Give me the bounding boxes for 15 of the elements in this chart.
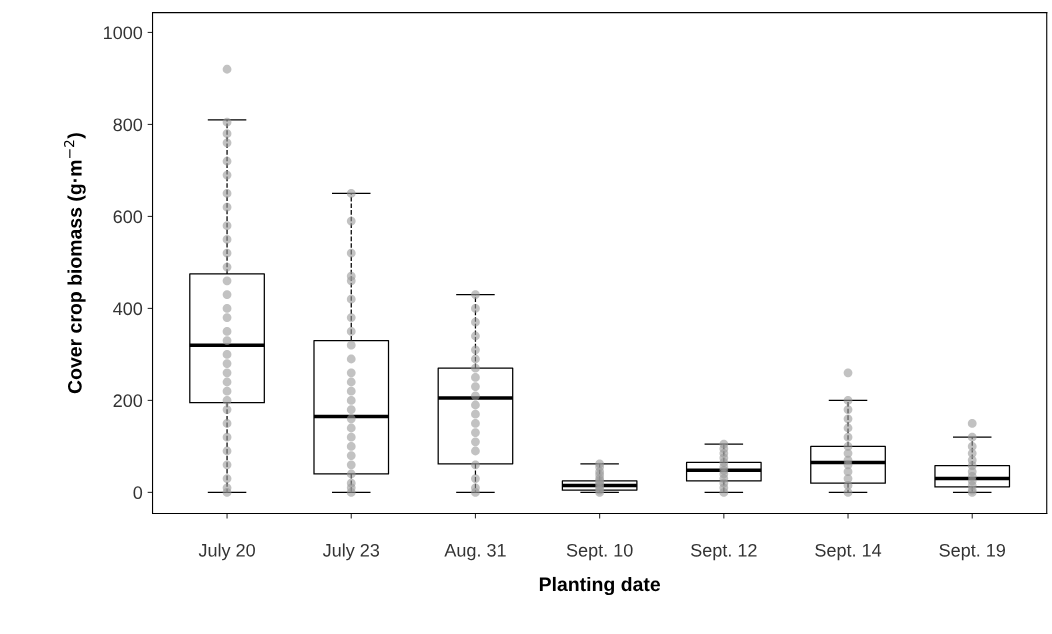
x-tick-label: Sept. 10 <box>566 543 633 561</box>
y-tick-label: 200 <box>113 394 143 408</box>
y-tick-label: 1000 <box>104 26 143 40</box>
x-tick-label: Sept. 19 <box>939 543 1005 561</box>
x-tick-label: Aug. 31 <box>444 543 506 561</box>
x-tick-label: Sept. 12 <box>691 543 757 561</box>
y-tick-label: 800 <box>113 118 143 132</box>
x-axis-title: Planting date <box>539 576 661 596</box>
y-tick-label: 600 <box>113 210 143 224</box>
x-tick-label: July 23 <box>322 543 380 561</box>
y-tick-label: 400 <box>113 302 143 316</box>
x-tick-label: Sept. 14 <box>815 543 882 561</box>
y-axis-title: Cover crop biomass (g·m$^{−2}$) <box>64 133 86 394</box>
y-tick-label: 0 <box>133 486 143 500</box>
x-tick-label: July 20 <box>198 543 255 561</box>
